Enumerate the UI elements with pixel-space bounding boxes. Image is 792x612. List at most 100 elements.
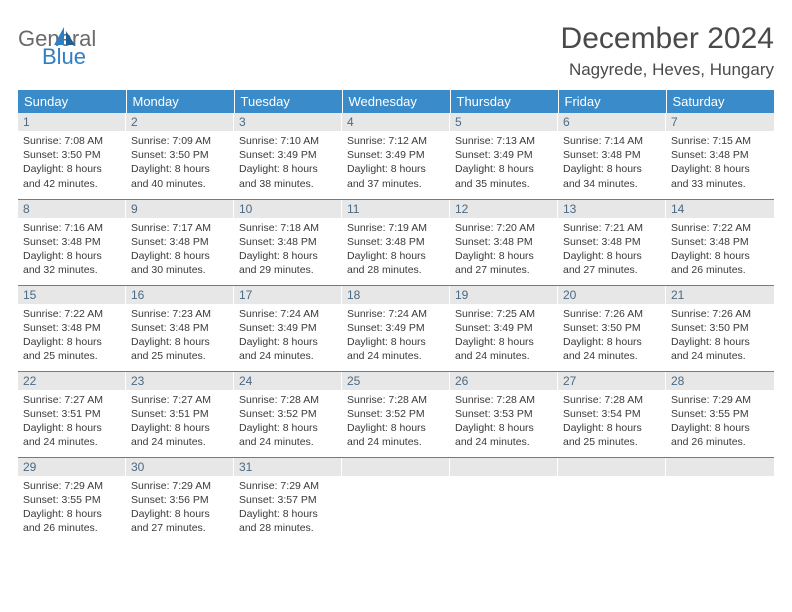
- day-details: Sunrise: 7:27 AMSunset: 3:51 PMDaylight:…: [126, 390, 234, 453]
- day-details: Sunrise: 7:29 AMSunset: 3:55 PMDaylight:…: [666, 390, 774, 453]
- daylight-line: Daylight: 8 hours and 35 minutes.: [455, 162, 553, 190]
- daylight-line: Daylight: 8 hours and 24 minutes.: [671, 335, 769, 363]
- sunset-line: Sunset: 3:48 PM: [671, 235, 769, 249]
- day-details: Sunrise: 7:24 AMSunset: 3:49 PMDaylight:…: [342, 304, 450, 367]
- calendar-day: 11Sunrise: 7:19 AMSunset: 3:48 PMDayligh…: [342, 199, 450, 285]
- daylight-line: Daylight: 8 hours and 27 minutes.: [455, 249, 553, 277]
- daylight-line: Daylight: 8 hours and 28 minutes.: [239, 507, 337, 535]
- calendar-day: 6Sunrise: 7:14 AMSunset: 3:48 PMDaylight…: [558, 113, 666, 199]
- sunrise-line: Sunrise: 7:28 AM: [239, 393, 337, 407]
- weekday-header: Saturday: [666, 90, 774, 113]
- sunrise-line: Sunrise: 7:18 AM: [239, 221, 337, 235]
- calendar-day: 28Sunrise: 7:29 AMSunset: 3:55 PMDayligh…: [666, 371, 774, 457]
- calendar-day: 26Sunrise: 7:28 AMSunset: 3:53 PMDayligh…: [450, 371, 558, 457]
- calendar-day: 16Sunrise: 7:23 AMSunset: 3:48 PMDayligh…: [126, 285, 234, 371]
- sunrise-line: Sunrise: 7:29 AM: [671, 393, 769, 407]
- daylight-line: Daylight: 8 hours and 26 minutes.: [671, 249, 769, 277]
- calendar-day: 3Sunrise: 7:10 AMSunset: 3:49 PMDaylight…: [234, 113, 342, 199]
- calendar-day: 2Sunrise: 7:09 AMSunset: 3:50 PMDaylight…: [126, 113, 234, 199]
- calendar-table: SundayMondayTuesdayWednesdayThursdayFrid…: [18, 90, 774, 543]
- sunrise-line: Sunrise: 7:27 AM: [23, 393, 121, 407]
- sunrise-line: Sunrise: 7:09 AM: [131, 134, 229, 148]
- sunrise-line: Sunrise: 7:22 AM: [23, 307, 121, 321]
- day-details: Sunrise: 7:16 AMSunset: 3:48 PMDaylight:…: [18, 218, 126, 281]
- daylight-line: Daylight: 8 hours and 27 minutes.: [563, 249, 661, 277]
- sunrise-line: Sunrise: 7:20 AM: [455, 221, 553, 235]
- calendar-day: 8Sunrise: 7:16 AMSunset: 3:48 PMDaylight…: [18, 199, 126, 285]
- weekday-header: Friday: [558, 90, 666, 113]
- sunrise-line: Sunrise: 7:28 AM: [563, 393, 661, 407]
- sunset-line: Sunset: 3:50 PM: [131, 148, 229, 162]
- day-details: Sunrise: 7:24 AMSunset: 3:49 PMDaylight:…: [234, 304, 342, 367]
- calendar-day: 5Sunrise: 7:13 AMSunset: 3:49 PMDaylight…: [450, 113, 558, 199]
- sunrise-line: Sunrise: 7:29 AM: [131, 479, 229, 493]
- weekday-header: Tuesday: [234, 90, 342, 113]
- sunset-line: Sunset: 3:50 PM: [23, 148, 121, 162]
- sunset-line: Sunset: 3:49 PM: [239, 148, 337, 162]
- calendar-day: 31Sunrise: 7:29 AMSunset: 3:57 PMDayligh…: [234, 457, 342, 543]
- daylight-line: Daylight: 8 hours and 26 minutes.: [23, 507, 121, 535]
- calendar-day: 12Sunrise: 7:20 AMSunset: 3:48 PMDayligh…: [450, 199, 558, 285]
- sunset-line: Sunset: 3:48 PM: [23, 235, 121, 249]
- day-number: 28: [666, 372, 774, 390]
- daylight-line: Daylight: 8 hours and 25 minutes.: [131, 335, 229, 363]
- day-number: 12: [450, 200, 558, 218]
- day-number: 11: [342, 200, 450, 218]
- day-number: 24: [234, 372, 342, 390]
- sunrise-line: Sunrise: 7:28 AM: [347, 393, 445, 407]
- day-number: 14: [666, 200, 774, 218]
- daylight-line: Daylight: 8 hours and 37 minutes.: [347, 162, 445, 190]
- day-details: Sunrise: 7:22 AMSunset: 3:48 PMDaylight:…: [666, 218, 774, 281]
- day-number: 17: [234, 286, 342, 304]
- daylight-line: Daylight: 8 hours and 28 minutes.: [347, 249, 445, 277]
- calendar-day: 15Sunrise: 7:22 AMSunset: 3:48 PMDayligh…: [18, 285, 126, 371]
- weekday-header: Monday: [126, 90, 234, 113]
- daylight-line: Daylight: 8 hours and 24 minutes.: [239, 335, 337, 363]
- calendar-day: 30Sunrise: 7:29 AMSunset: 3:56 PMDayligh…: [126, 457, 234, 543]
- daylight-line: Daylight: 8 hours and 24 minutes.: [347, 421, 445, 449]
- day-details: Sunrise: 7:15 AMSunset: 3:48 PMDaylight:…: [666, 131, 774, 194]
- calendar-week: 29Sunrise: 7:29 AMSunset: 3:55 PMDayligh…: [18, 457, 774, 543]
- calendar-day: 25Sunrise: 7:28 AMSunset: 3:52 PMDayligh…: [342, 371, 450, 457]
- sunrise-line: Sunrise: 7:24 AM: [239, 307, 337, 321]
- day-details: Sunrise: 7:17 AMSunset: 3:48 PMDaylight:…: [126, 218, 234, 281]
- logo: General Blue: [18, 22, 124, 68]
- daylight-line: Daylight: 8 hours and 25 minutes.: [23, 335, 121, 363]
- daylight-line: Daylight: 8 hours and 26 minutes.: [671, 421, 769, 449]
- day-number: 22: [18, 372, 126, 390]
- sunset-line: Sunset: 3:48 PM: [131, 235, 229, 249]
- sunrise-line: Sunrise: 7:10 AM: [239, 134, 337, 148]
- sunrise-line: Sunrise: 7:28 AM: [455, 393, 553, 407]
- day-number: 10: [234, 200, 342, 218]
- day-details: Sunrise: 7:09 AMSunset: 3:50 PMDaylight:…: [126, 131, 234, 194]
- daylight-line: Daylight: 8 hours and 24 minutes.: [239, 421, 337, 449]
- calendar-day: 21Sunrise: 7:26 AMSunset: 3:50 PMDayligh…: [666, 285, 774, 371]
- title-block: December 2024 Nagyrede, Heves, Hungary: [561, 22, 774, 80]
- sunset-line: Sunset: 3:52 PM: [347, 407, 445, 421]
- month-title: December 2024: [561, 22, 774, 56]
- sunrise-line: Sunrise: 7:24 AM: [347, 307, 445, 321]
- sunrise-line: Sunrise: 7:26 AM: [671, 307, 769, 321]
- sunset-line: Sunset: 3:55 PM: [23, 493, 121, 507]
- calendar-day: 1Sunrise: 7:08 AMSunset: 3:50 PMDaylight…: [18, 113, 126, 199]
- daylight-line: Daylight: 8 hours and 24 minutes.: [131, 421, 229, 449]
- calendar-day: 24Sunrise: 7:28 AMSunset: 3:52 PMDayligh…: [234, 371, 342, 457]
- weekday-header: Wednesday: [342, 90, 450, 113]
- calendar-day: 4Sunrise: 7:12 AMSunset: 3:49 PMDaylight…: [342, 113, 450, 199]
- sunset-line: Sunset: 3:55 PM: [671, 407, 769, 421]
- sunset-line: Sunset: 3:51 PM: [23, 407, 121, 421]
- day-details: Sunrise: 7:21 AMSunset: 3:48 PMDaylight:…: [558, 218, 666, 281]
- calendar-day: 9Sunrise: 7:17 AMSunset: 3:48 PMDaylight…: [126, 199, 234, 285]
- day-number: 15: [18, 286, 126, 304]
- day-number: 16: [126, 286, 234, 304]
- sunset-line: Sunset: 3:53 PM: [455, 407, 553, 421]
- sunset-line: Sunset: 3:48 PM: [563, 148, 661, 162]
- calendar-day: 22Sunrise: 7:27 AMSunset: 3:51 PMDayligh…: [18, 371, 126, 457]
- sunset-line: Sunset: 3:56 PM: [131, 493, 229, 507]
- sunrise-line: Sunrise: 7:27 AM: [131, 393, 229, 407]
- day-number: 21: [666, 286, 774, 304]
- sunrise-line: Sunrise: 7:29 AM: [23, 479, 121, 493]
- day-number: 29: [18, 458, 126, 476]
- calendar-day: .: [450, 457, 558, 543]
- calendar-day: 19Sunrise: 7:25 AMSunset: 3:49 PMDayligh…: [450, 285, 558, 371]
